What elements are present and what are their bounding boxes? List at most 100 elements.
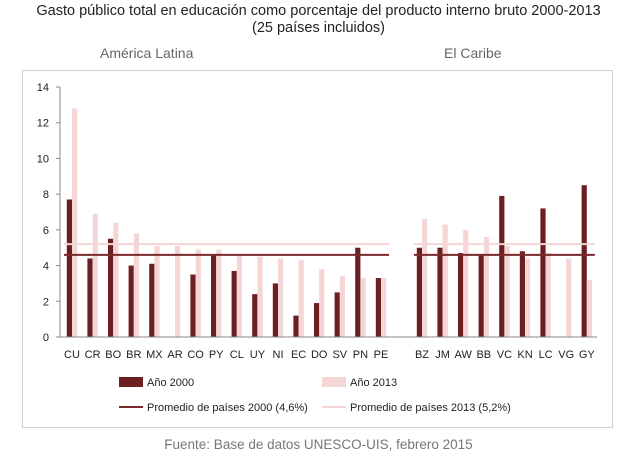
bar-2013-lc: [545, 253, 551, 337]
x-tick-label-bo: BO: [105, 349, 121, 361]
bar-2013-bz: [422, 219, 428, 337]
legend-swatch-2013: [322, 377, 346, 387]
bar-2013-py: [216, 249, 222, 337]
y-tick-label: 8: [43, 189, 49, 201]
bar-2000-do: [314, 303, 320, 337]
chart-frame: [22, 70, 613, 428]
y-tick-label: 14: [37, 82, 49, 94]
bar-2000-gy: [581, 185, 587, 337]
y-tick-label: 10: [37, 153, 49, 165]
legend-swatch-2000: [119, 377, 143, 387]
x-tick-label-jm: JM: [435, 349, 450, 361]
bars: [66, 108, 592, 337]
source-note: Fuente: Base de datos UNESCO-UIS, febrer…: [164, 437, 473, 452]
bar-2000-kn: [519, 251, 525, 337]
bar-2000-sv: [334, 292, 340, 337]
y-tick-label: 6: [43, 225, 49, 237]
region-label-latin-america: América Latina: [100, 45, 194, 61]
x-tick-label-do: DO: [311, 349, 328, 361]
bar-2000-aw: [458, 253, 464, 337]
bar-2000-bz: [416, 247, 422, 337]
bar-2000-uy: [252, 294, 258, 337]
legend-label-2000: Año 2000: [147, 377, 194, 389]
bar-2013-co: [195, 249, 201, 337]
y-tick-label: 4: [43, 261, 49, 273]
x-tick-label-co: CO: [187, 349, 204, 361]
bar-2013-ar: [175, 245, 181, 337]
y-tick-label: 12: [37, 118, 49, 130]
x-tick-label-sv: SV: [332, 349, 347, 361]
y-axis: 0 2 4 6 8 10 12 14: [37, 82, 61, 344]
x-tick-label-cl: CL: [230, 349, 244, 361]
bar-2000-jm: [437, 247, 443, 337]
y-tick-label: 0: [43, 332, 49, 344]
x-tick-label-pe: PE: [374, 349, 389, 361]
bar-2013-uy: [257, 256, 263, 337]
bar-2000-pn: [355, 247, 361, 337]
bar-2013-kn: [525, 258, 531, 337]
bar-2000-py: [211, 254, 217, 337]
x-tick-label-aw: AW: [455, 349, 473, 361]
x-tick-label-lc: LC: [539, 349, 553, 361]
x-tick-label-bb: BB: [476, 349, 491, 361]
x-tick-label-vg: VG: [558, 349, 574, 361]
bar-2013-cr: [92, 213, 98, 337]
chart-title-line1: Gasto público total en educación como po…: [36, 3, 601, 19]
x-tick-label-mx: MX: [146, 349, 163, 361]
chart-title: Gasto público total en educación como po…: [0, 3, 637, 37]
bar-2013-bo: [113, 222, 119, 337]
bar-2000-cu: [66, 199, 72, 337]
bar-2013-cl: [236, 254, 242, 337]
x-tick-label-ec: EC: [291, 349, 306, 361]
x-tick-label-vc: VC: [497, 349, 512, 361]
bar-2000-ni: [272, 283, 278, 337]
x-tick-label-uy: UY: [250, 349, 266, 361]
bar-2000-pe: [375, 278, 381, 337]
x-tick-label-bz: BZ: [415, 349, 429, 361]
bar-2013-ni: [278, 258, 284, 337]
x-axis: CU CR BO BR MX AR CO PY CL UY NI EC DO SV PN PE BZ JM AW BB…: [60, 336, 597, 361]
bar-2000-cr: [87, 258, 93, 337]
x-tick-label-kn: KN: [517, 349, 532, 361]
x-tick-label-gy: GY: [579, 349, 596, 361]
bar-2013-do: [319, 269, 325, 337]
bar-2013-vg: [566, 258, 572, 337]
bar-2000-vc: [499, 195, 505, 337]
legend-label-avg-2013: Promedio de países 2013 (5,2%): [350, 402, 511, 414]
bar-2013-gy: [586, 279, 592, 337]
bar-2013-pe: [381, 278, 387, 337]
bar-2013-bb: [483, 237, 489, 337]
bar-2013-ec: [298, 260, 304, 337]
legend: Año 2000 Año 2013 Promedio de países 2000 …: [119, 377, 511, 414]
bar-2013-mx: [154, 245, 160, 337]
bar-2013-pn: [360, 278, 366, 337]
bar-2013-br: [133, 233, 139, 337]
bar-2000-bb: [478, 254, 484, 337]
x-tick-label-py: PY: [209, 349, 224, 361]
x-tick-label-pn: PN: [353, 349, 368, 361]
x-tick-label-br: BR: [126, 349, 141, 361]
region-label-caribbean: El Caribe: [444, 45, 502, 61]
bar-2013-sv: [339, 276, 345, 337]
x-tick-label-cr: CR: [85, 349, 101, 361]
bar-2000-lc: [540, 208, 546, 337]
bar-2013-cu: [72, 108, 78, 337]
average-lines: [64, 243, 595, 256]
x-tick-label-ar: AR: [167, 349, 182, 361]
bar-2000-br: [128, 265, 134, 337]
x-tick-label-cu: CU: [64, 349, 80, 361]
bar-2013-aw: [463, 229, 469, 337]
bar-2000-mx: [149, 263, 155, 337]
y-tick-label: 2: [43, 296, 49, 308]
x-tick-label-ni: NI: [273, 349, 284, 361]
bar-2000-bo: [108, 238, 114, 337]
bar-2000-ec: [293, 315, 299, 337]
bar-2013-jm: [442, 224, 448, 337]
legend-label-avg-2000: Promedio de países 2000 (4,6%): [147, 402, 308, 414]
chart-title-line2: (25 países incluidos): [252, 20, 385, 36]
legend-label-2013: Año 2013: [350, 377, 397, 389]
bar-2000-co: [190, 274, 196, 337]
bar-2013-vc: [504, 245, 510, 337]
bar-2000-cl: [231, 270, 237, 337]
